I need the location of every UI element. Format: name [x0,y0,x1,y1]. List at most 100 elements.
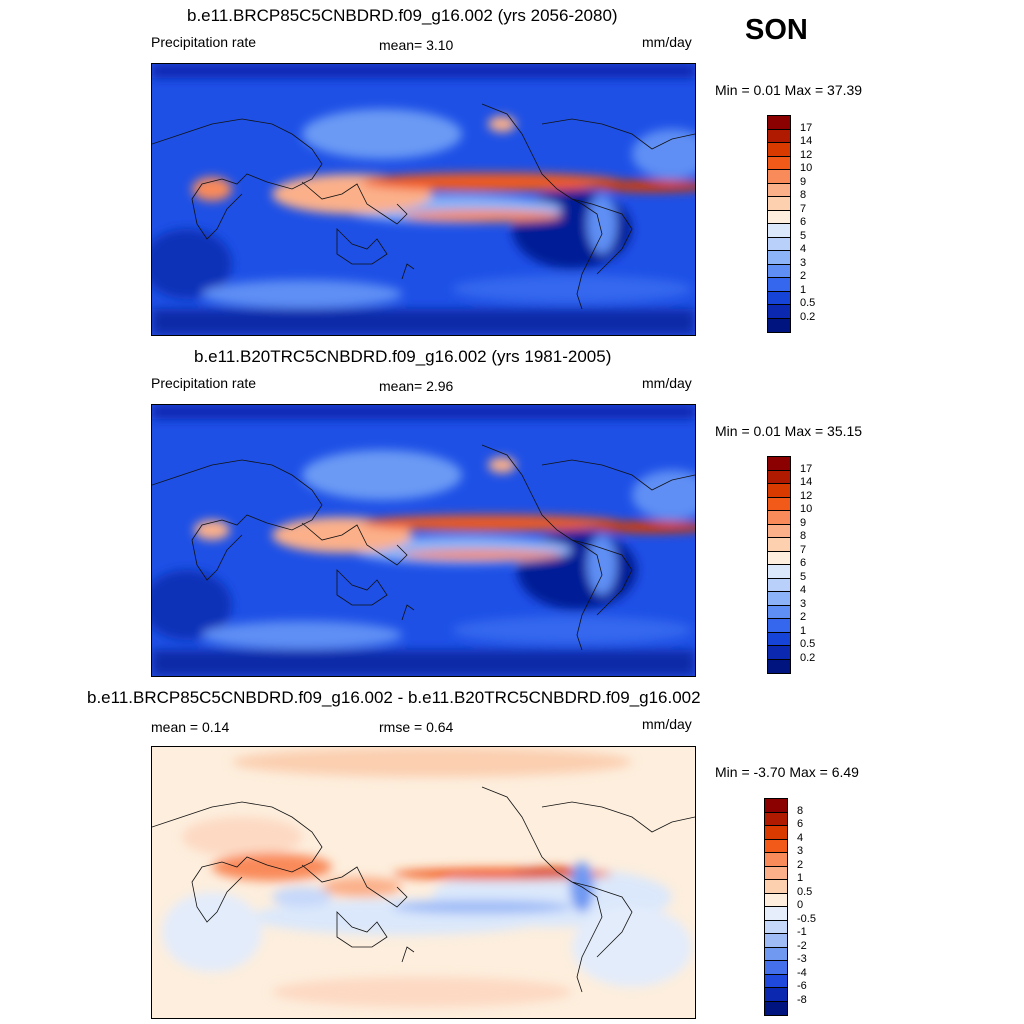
colorbar-swatch [768,619,790,633]
colorbar-swatch [768,183,790,197]
colorbar-swatch [768,318,790,332]
colorbar-swatch [765,839,787,853]
colorbar-tick-label: 8 [797,804,804,817]
colorbar-tick-label: 10 [800,503,813,515]
panel3-coastlines [152,786,695,993]
colorbar-tick-label: 3 [800,256,807,269]
colorbar-tick-label: 4 [800,243,807,255]
panel2-title: b.e11.B20TRC5CNBDRD.f09_g16.002 (yrs 198… [194,347,612,366]
colorbar-swatch [768,278,790,292]
panel3-minmax: Min = -3.70 Max = 6.49 [715,764,859,780]
colorbar-tick-label: -0.5 [797,912,816,925]
colorbar-swatch [765,974,787,988]
panel1-map-graphic [152,64,695,335]
colorbar-swatch [765,826,787,840]
colorbar-tick-label: 2 [800,611,807,623]
colorbar-tick-label: 12 [800,489,813,502]
panel3-units-label: mm/day [642,716,692,732]
colorbar-tick-label: 6 [800,216,807,228]
colorbar-tick-label: 3 [800,597,807,610]
panel3-rmse-label: rmse = 0.64 [379,719,454,735]
colorbar-swatch [768,565,790,579]
colorbar-tick-label: 14 [800,135,813,147]
colorbar-swatch [765,988,787,1002]
colorbar-swatch [768,129,790,143]
colorbar-tick-label: 1 [797,872,804,884]
colorbar-swatch [765,1001,787,1015]
panel3-map-graphic [152,747,695,1018]
colorbar-swatch [768,237,790,251]
colorbar-tick-label: 8 [800,530,807,542]
colorbar-swatch [765,880,787,894]
panel1-minmax: Min = 0.01 Max = 37.39 [715,82,863,98]
colorbar-swatch [765,853,787,867]
colorbar-tick-label: -8 [797,993,807,1006]
colorbar-tick-label: 1 [800,624,807,637]
colorbar-swatch [768,605,790,619]
colorbar-swatch [765,866,787,880]
colorbar-swatch [768,632,790,646]
colorbar-tick-label: 9 [800,175,807,188]
colorbar-tick-label: 1 [800,283,807,296]
season-label: SON [745,14,808,46]
panel2-coastlines [152,444,695,651]
panel2-units-label: mm/day [642,375,692,391]
colorbar-swatch [765,947,787,961]
colorbar-swatch [768,646,790,660]
colorbar-tick-label: 4 [797,831,804,844]
panel2-map-graphic [152,405,695,676]
panel3-colorbar [764,798,788,1016]
colorbar-tick-label: 3 [797,845,804,857]
colorbar-swatch [768,551,790,565]
colorbar-swatch [768,170,790,184]
colorbar-swatch [768,484,790,498]
colorbar-tick-label: 14 [800,476,813,488]
colorbar-swatch [768,470,790,484]
panel3-title: b.e11.BRCP85C5CNBDRD.f09_g16.002 - b.e11… [87,688,701,707]
colorbar-tick-label: 5 [800,570,807,583]
colorbar-tick-label: 17 [800,462,813,475]
colorbar-swatch [768,457,790,471]
colorbar-tick-label: 2 [797,858,804,871]
colorbar-tick-label: 0.2 [800,310,816,323]
panel2-precip-map [151,404,696,677]
colorbar-swatch [768,578,790,592]
panel1-precip-map [151,63,696,336]
colorbar-tick-label: 6 [797,818,804,830]
colorbar-swatch [768,305,790,319]
colorbar-swatch [768,156,790,170]
colorbar-swatch [768,659,790,673]
colorbar-tick-label: -2 [797,939,807,952]
colorbar-tick-label: 0.5 [800,297,816,309]
colorbar-swatch [768,538,790,552]
colorbar-tick-label: 0.5 [797,885,813,898]
colorbar-swatch [768,143,790,157]
colorbar-swatch [768,497,790,511]
colorbar-tick-label: 12 [800,148,813,161]
panel2-variable-label: Precipitation rate [151,375,257,391]
colorbar-swatch [768,197,790,211]
colorbar-tick-label: 6 [800,557,807,569]
panel1-coastlines [152,103,695,310]
colorbar-swatch [768,511,790,525]
colorbar-swatch [765,812,787,826]
colorbar-tick-label: 17 [800,121,813,134]
panel1-title: b.e11.BRCP85C5CNBDRD.f09_g16.002 (yrs 20… [187,6,618,25]
colorbar-tick-label: 10 [800,162,813,174]
colorbar-swatch [768,592,790,606]
panel1-variable-label: Precipitation rate [151,34,257,50]
panel2-minmax: Min = 0.01 Max = 35.15 [715,423,863,439]
panel3-mean-label: mean = 0.14 [151,719,230,735]
colorbar-tick-label: 0 [797,899,804,911]
colorbar-tick-label: 0.5 [800,638,816,650]
colorbar-tick-label: -1 [797,926,807,938]
panel2-mean-label: mean= 2.96 [379,378,454,394]
colorbar-tick-label: 7 [800,202,807,215]
colorbar-tick-label: -3 [797,953,807,965]
colorbar-swatch [765,920,787,934]
colorbar-swatch [768,210,790,224]
colorbar-swatch [768,291,790,305]
panel1-mean-label: mean= 3.10 [379,37,454,53]
colorbar-tick-label: 0.2 [800,651,816,664]
colorbar-swatch [765,934,787,948]
